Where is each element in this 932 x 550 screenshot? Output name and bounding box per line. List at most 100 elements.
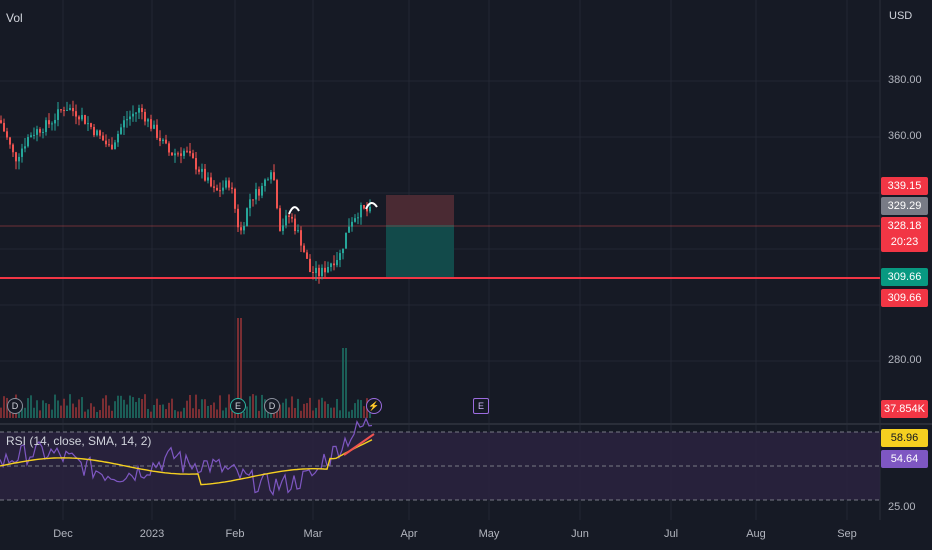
rsi-sma-line: [0, 439, 373, 486]
candle-body: [159, 137, 161, 142]
candle-body: [216, 187, 218, 191]
rsi-divergence-line: [343, 433, 375, 456]
candle-body: [198, 169, 200, 172]
volume-bar: [216, 409, 218, 418]
volume-indicator-label[interactable]: Vol: [6, 11, 23, 25]
volume-bar: [120, 395, 122, 418]
volume-bar: [48, 404, 50, 418]
volume-bar: [141, 399, 143, 418]
volume-bar: [201, 399, 203, 418]
candle-body: [303, 245, 305, 253]
volume-bar: [183, 407, 185, 418]
volume-bar: [57, 400, 59, 418]
volume-bar: [198, 409, 200, 418]
dividend-event-icon[interactable]: D: [264, 398, 280, 414]
volume-bar: [225, 407, 227, 418]
last-price-tag: 328.18 20:23: [881, 217, 928, 252]
volume-bar: [237, 318, 239, 418]
candle-body: [342, 248, 344, 254]
flash-event-icon[interactable]: ⚡: [366, 398, 382, 414]
volume-bar: [3, 396, 5, 418]
volume-bar: [258, 410, 260, 418]
candle-body: [87, 123, 89, 125]
volume-bar: [165, 409, 167, 418]
volume-bar: [177, 411, 179, 418]
candle-body: [267, 179, 269, 181]
candle-body: [0, 120, 2, 123]
candle-body: [153, 124, 155, 129]
candle-body: [33, 134, 35, 136]
candle-body: [9, 137, 11, 145]
position-tool-stop-zone: [386, 225, 454, 278]
rsi-axis-label: 25.00: [888, 501, 916, 513]
volume-bar: [156, 398, 158, 418]
volume-bar: [114, 401, 116, 418]
candle-body: [123, 120, 125, 128]
volume-bar: [117, 395, 119, 418]
candle-body: [93, 126, 95, 136]
candle-body: [177, 153, 179, 155]
volume-bar: [24, 407, 26, 418]
volume-bar: [279, 404, 281, 418]
volume-bar: [213, 402, 215, 418]
volume-bar: [93, 406, 95, 418]
bar-countdown: 20:23: [890, 236, 919, 248]
current-price-tag: 329.29: [881, 197, 928, 215]
volume-bar: [150, 411, 152, 418]
candle-body: [150, 119, 152, 129]
volume-bar: [75, 407, 77, 418]
volume-bar: [330, 407, 332, 418]
volume-bar: [27, 398, 29, 418]
candle-body: [276, 180, 278, 209]
volume-bar: [171, 398, 173, 418]
time-axis-label: Dec: [53, 528, 73, 540]
candle-body: [273, 172, 275, 181]
candle-body: [183, 150, 185, 156]
candle-body: [102, 135, 104, 141]
volume-value-tag: 37.854K: [881, 400, 928, 418]
volume-bar: [339, 410, 341, 418]
volume-bar: [135, 402, 137, 418]
volume-bar: [39, 410, 41, 418]
earnings-event-icon[interactable]: E: [473, 398, 489, 414]
currency-label[interactable]: USD: [889, 10, 913, 22]
candle-body: [234, 188, 236, 209]
volume-bar: [210, 404, 212, 418]
rsi-indicator-title[interactable]: RSI (14, close, SMA, 14, 2): [6, 434, 152, 448]
volume-bar: [66, 405, 68, 418]
volume-bar: [87, 409, 89, 418]
candle-body: [228, 180, 230, 188]
volume-bar: [42, 400, 44, 418]
volume-bar: [231, 411, 233, 418]
candle-body: [207, 177, 209, 181]
candle-body: [204, 168, 206, 181]
candle-body: [165, 139, 167, 144]
candle-body: [60, 109, 62, 111]
volume-bar: [246, 406, 248, 418]
candle-body: [363, 205, 365, 209]
candle-body: [192, 153, 194, 159]
candle-body: [48, 120, 50, 125]
candle-body: [369, 206, 371, 212]
last-price-value: 328.18: [887, 220, 922, 232]
candle-body: [366, 208, 368, 212]
candle-body: [318, 267, 320, 277]
candle-body: [351, 221, 353, 227]
volume-bar: [99, 410, 101, 418]
candle-body: [156, 124, 158, 138]
volume-bar: [321, 397, 323, 418]
volume-bar: [33, 407, 35, 418]
earnings-event-icon[interactable]: E: [230, 398, 246, 414]
dividend-event-icon[interactable]: D: [7, 398, 23, 414]
volume-bar: [351, 409, 353, 418]
candle-body: [189, 151, 191, 154]
candle-body: [138, 108, 140, 113]
time-axis-label: Mar: [303, 528, 323, 540]
volume-bar: [357, 399, 359, 418]
volume-bar: [252, 394, 254, 418]
volume-bar: [81, 397, 83, 418]
candle-body: [354, 218, 356, 222]
candle-body: [72, 108, 74, 112]
candle-body: [168, 143, 170, 153]
